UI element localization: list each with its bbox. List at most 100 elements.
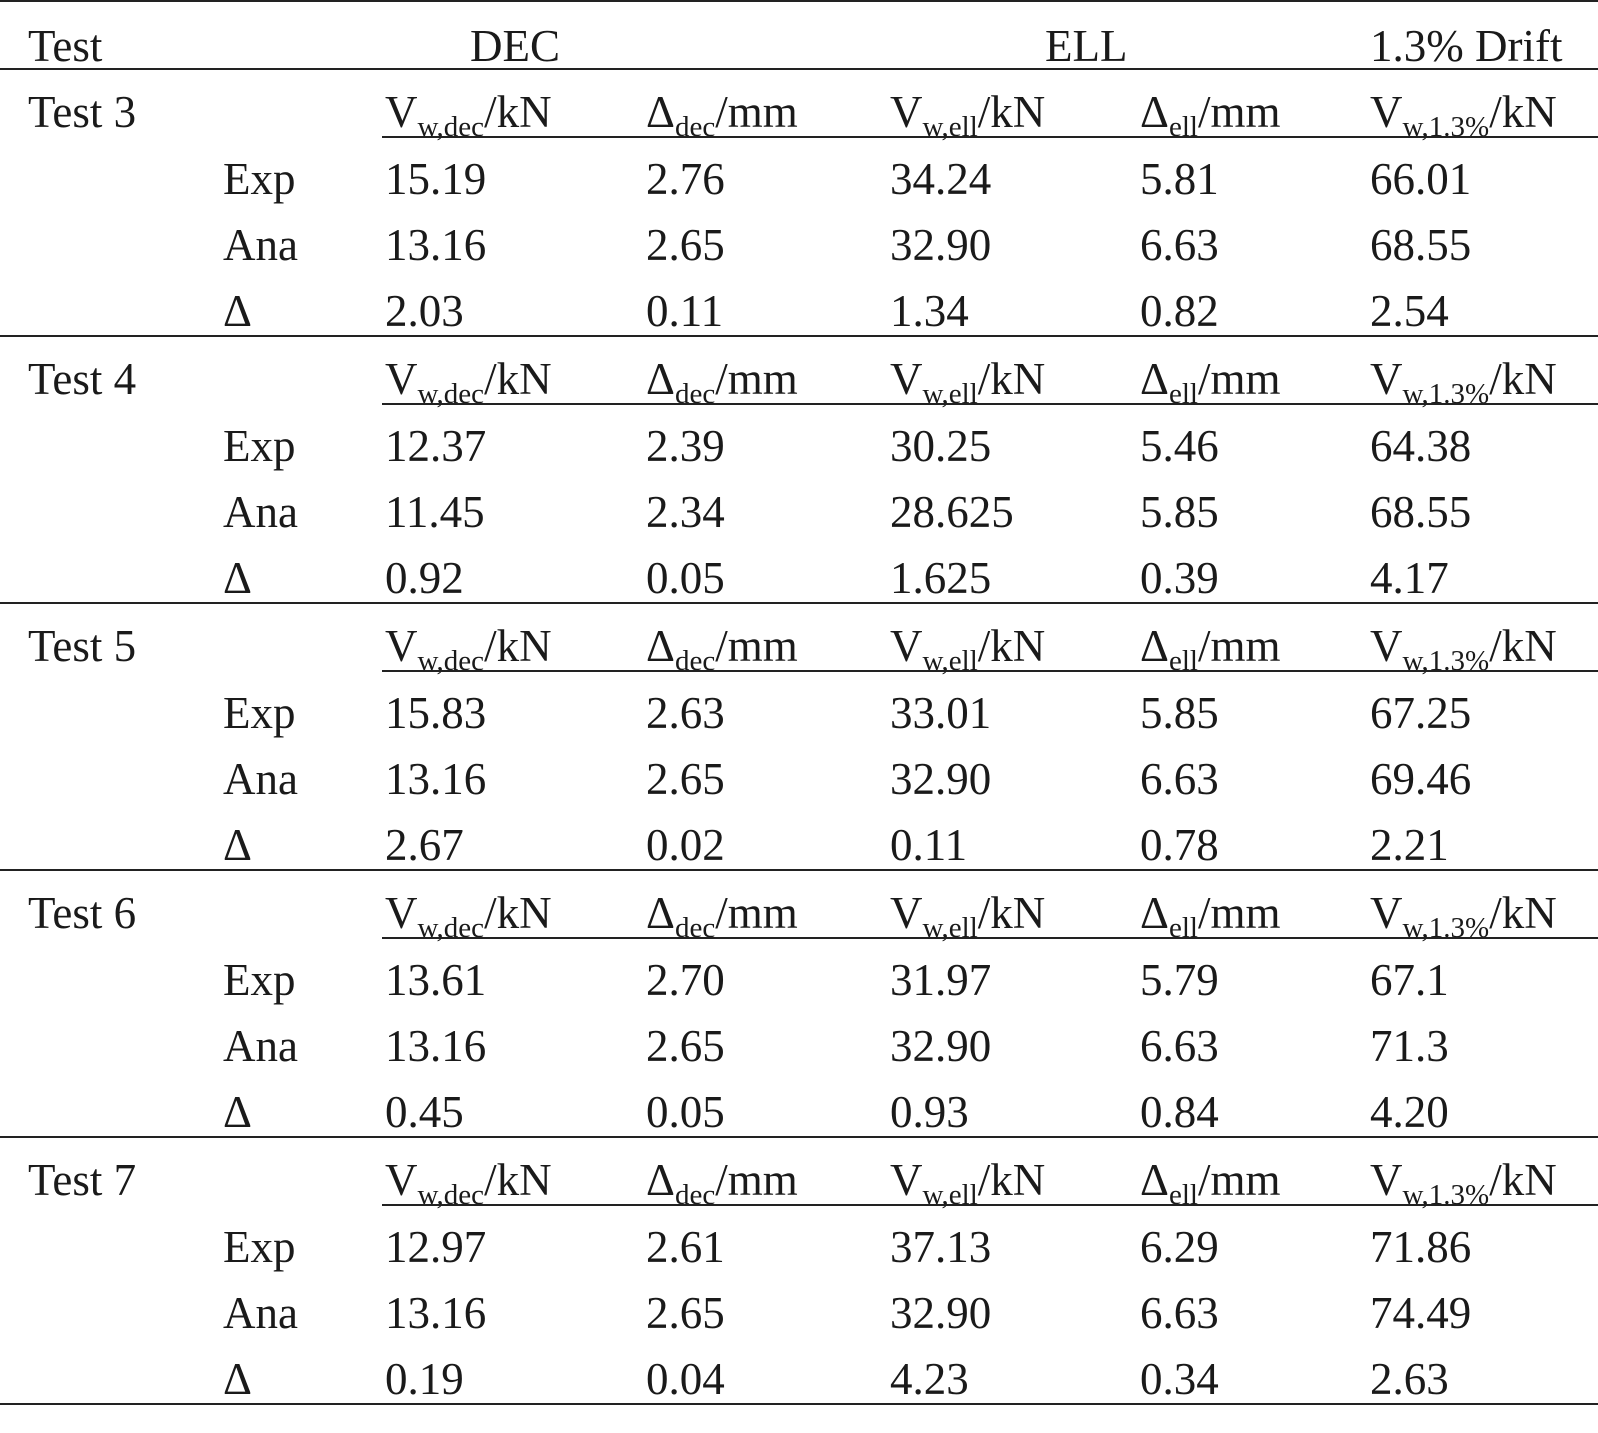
column-header-subscript: dec (674, 912, 716, 944)
column-header-symbol: V (1370, 87, 1403, 137)
table-cell: 5.85 (1140, 688, 1219, 738)
column-header-symbol: V (1370, 621, 1403, 671)
column-header-subscript: w,dec (417, 378, 485, 410)
column-header: Vw,ell/kN (890, 90, 1045, 142)
column-header-unit: /mm (715, 87, 798, 137)
column-header: Vw,1.3%/kN (1370, 621, 1557, 676)
column-header: Δell/mm (1140, 357, 1280, 409)
table-cell: 2.39 (646, 421, 725, 471)
column-header-symbol: Δ (646, 1155, 675, 1205)
column-header-unit: /mm (1197, 87, 1281, 137)
column-header-unit: /kN (977, 354, 1046, 404)
column-header: Vw,1.3%/kN (1370, 1158, 1557, 1210)
table-cell: 2.63 (1370, 1354, 1449, 1404)
column-header-subscript: w,1.3% (1402, 912, 1490, 944)
column-header-unit: /kN (1489, 888, 1557, 938)
column-header-unit: /mm (1197, 1155, 1281, 1205)
column-header-symbol: V (385, 1155, 418, 1205)
column-header-subscript: ell (1168, 378, 1198, 410)
row-label: Exp (223, 154, 296, 204)
table-cell: 0.19 (385, 1354, 464, 1404)
table-cell: 0.39 (1140, 553, 1219, 603)
column-header-subscript: ell (1168, 912, 1198, 944)
column-header-subscript: dec (674, 1179, 716, 1211)
column-header-subscript: w,1.3% (1402, 111, 1490, 143)
column-header-unit: /mm (715, 354, 798, 404)
table-cell: 28.625 (890, 487, 1014, 537)
column-header-subscript: ell (1168, 111, 1198, 143)
table-cell: 2.21 (1370, 820, 1449, 870)
column-header: Vw,1.3%/kN (1370, 354, 1557, 409)
table-cell: 30.25 (890, 421, 992, 471)
column-header-subscript: w,dec (417, 1179, 485, 1211)
column-header-symbol: Δ (646, 621, 675, 671)
column-header: Δell/mm (1140, 891, 1280, 943)
column-header: Δell/mm (1140, 87, 1281, 142)
table-cell: 6.63 (1140, 1288, 1219, 1338)
column-header-subscript: w,ell (922, 1179, 978, 1211)
column-header-subscript: w,ell (922, 912, 978, 944)
column-header-symbol: V (1370, 888, 1403, 938)
column-header: Vw,ell/kN (890, 621, 1046, 676)
table-cell: 0.84 (1140, 1087, 1219, 1137)
table-cell: 71.86 (1370, 1222, 1472, 1272)
column-header-unit: /kN (484, 87, 552, 137)
column-header-unit: /kN (977, 621, 1046, 671)
column-header-symbol: Δ (646, 87, 675, 137)
table-cell: 15.83 (385, 688, 487, 738)
row-label: Δ (223, 820, 252, 870)
table-cell: 13.16 (385, 1288, 487, 1338)
column-header-symbol: V (1370, 354, 1403, 404)
column-header-unit: /kN (1489, 621, 1557, 671)
column-header-subscript: w,dec (417, 645, 485, 677)
row-label: Δ (223, 286, 252, 336)
row-label: Ana (223, 754, 298, 804)
table-cell: 2.65 (646, 1288, 725, 1338)
row-label: Exp (223, 1222, 296, 1272)
table-cell: 2.67 (385, 820, 464, 870)
column-header-subscript: w,dec (417, 912, 485, 944)
column-header-unit: /mm (715, 621, 798, 671)
column-header-symbol: V (890, 621, 923, 671)
table-cell: 68.55 (1370, 487, 1472, 537)
table-cell: 4.23 (890, 1354, 969, 1404)
column-header: Vw,1.3%/kN (1370, 888, 1557, 943)
table-cell: 2.65 (646, 220, 725, 270)
column-header-subscript: ell (1168, 645, 1198, 677)
table-cell: 13.16 (385, 220, 487, 270)
table-cell: 5.81 (1140, 154, 1219, 204)
column-header-subscript: w,1.3% (1402, 378, 1490, 410)
table-cell: 0.45 (385, 1087, 464, 1137)
column-header-unit: /kN (484, 621, 552, 671)
table-cell: 67.25 (1370, 688, 1472, 738)
column-header: Δdec/mm (646, 1155, 798, 1210)
table-cell: 12.97 (385, 1222, 487, 1272)
table-cell: 37.13 (890, 1222, 992, 1272)
column-header: Δdec/mm (646, 621, 798, 676)
table-cell: 2.34 (646, 487, 725, 537)
column-header: Δell/mm (1140, 1155, 1281, 1210)
table-cell: 13.16 (385, 754, 487, 804)
table-cell: 32.90 (890, 1021, 992, 1071)
column-header-symbol: V (385, 87, 418, 137)
table-cell: 2.54 (1370, 286, 1449, 336)
table-cell: 0.05 (646, 1087, 725, 1137)
table-cell: 0.82 (1140, 286, 1219, 336)
table-cell: 2.76 (646, 154, 725, 204)
table-cell: 69.46 (1370, 754, 1472, 804)
column-header-underline (382, 136, 1598, 138)
table-cell: 32.90 (890, 754, 992, 804)
column-header: Vw,dec/kN (385, 621, 552, 676)
column-header-unit: /mm (1197, 621, 1281, 671)
column-header-subscript: dec (674, 378, 716, 410)
top-rule (0, 0, 1598, 2)
column-header-subscript: w,1.3% (1402, 645, 1490, 677)
table-cell: 0.05 (646, 553, 725, 603)
column-header-unit: /kN (484, 1155, 552, 1205)
column-header-symbol: V (385, 888, 418, 938)
table-cell: 0.78 (1140, 820, 1219, 870)
column-header-underline (382, 937, 1598, 939)
column-header-subscript: w,ell (922, 378, 978, 410)
table-cell: 66.01 (1370, 154, 1472, 204)
column-header-subscript: w,ell (922, 111, 978, 143)
